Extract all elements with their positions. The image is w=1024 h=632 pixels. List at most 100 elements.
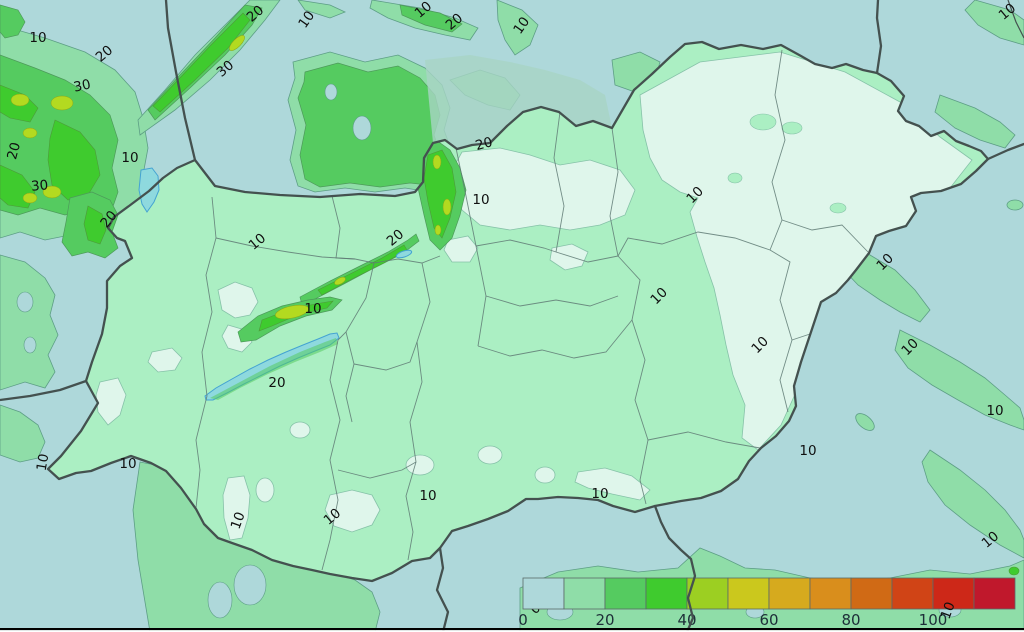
legend-tick-label: 0 xyxy=(518,611,528,629)
contour-label: 10 xyxy=(472,192,489,208)
contour-patch xyxy=(0,4,26,39)
neighbor-border xyxy=(875,0,883,75)
legend-band xyxy=(522,577,565,610)
contour-patch xyxy=(496,0,539,56)
contour-label: 10 xyxy=(29,30,46,46)
legend-tick-label: 20 xyxy=(595,611,614,629)
contour-patch xyxy=(152,12,251,113)
neighbor-border xyxy=(986,142,1024,161)
contour-patch xyxy=(855,413,875,431)
contour-patch xyxy=(443,235,479,263)
neighbor-border xyxy=(164,0,197,162)
neighbor-border xyxy=(0,379,88,402)
hungary-border xyxy=(46,40,990,583)
neighbor-border xyxy=(1007,0,1024,39)
contour-patch xyxy=(289,421,311,439)
hungary-interior-bands xyxy=(95,51,973,552)
contour-label: 20 xyxy=(268,375,285,391)
contour-patch xyxy=(324,83,338,101)
legend-band xyxy=(563,577,606,610)
contour-label: 10 xyxy=(938,600,959,622)
contour-patch xyxy=(233,564,267,606)
contour-label: 10 xyxy=(119,456,136,472)
contour-patch xyxy=(334,276,346,286)
contour-patch xyxy=(147,347,183,373)
contour-label: 20 xyxy=(4,141,24,162)
legend-band xyxy=(604,577,647,610)
contour-patch xyxy=(749,113,777,131)
precipitation-legend: 0 20 40 60 80 100 xyxy=(518,577,1016,629)
contour-label: 10 xyxy=(304,301,321,317)
contour-patch xyxy=(207,581,233,619)
contour-label: 10 xyxy=(121,150,138,166)
contour-patch xyxy=(275,304,309,320)
contour-patch xyxy=(442,198,452,216)
contour-patch xyxy=(255,477,275,503)
legend-tick-label: 80 xyxy=(841,611,860,629)
contour-label: 10 xyxy=(34,452,53,472)
legend-band xyxy=(973,577,1016,610)
legend-band xyxy=(645,577,688,610)
contour-patch xyxy=(1006,199,1024,211)
contour-patch xyxy=(549,243,589,271)
contour-patch xyxy=(22,127,38,139)
contour-label: 30 xyxy=(30,177,49,194)
contour-patch xyxy=(229,35,245,51)
contour-patch xyxy=(23,336,37,354)
contour-patch xyxy=(1008,566,1020,576)
legend-band xyxy=(727,577,770,610)
county-borders xyxy=(195,49,869,571)
contour-label: 20 xyxy=(474,134,495,154)
contour-patch xyxy=(50,95,74,111)
contour-patch xyxy=(297,0,347,19)
contour-patch xyxy=(781,121,803,135)
lakes xyxy=(138,167,413,401)
contour-patch xyxy=(934,94,1016,149)
contour-patch xyxy=(921,449,1024,559)
legend-band xyxy=(850,577,893,610)
contour-label: 10 xyxy=(986,403,1003,419)
contour-patch xyxy=(10,93,30,107)
contour-patch xyxy=(42,185,62,199)
legend-tick-label: 100 xyxy=(919,611,948,629)
contour-label: 10 xyxy=(799,443,816,459)
contour-label: 10 xyxy=(419,488,436,504)
contour-patch xyxy=(16,291,34,313)
legend-tick-label: 60 xyxy=(759,611,778,629)
neighbor-border xyxy=(653,504,697,632)
lake-velence xyxy=(395,249,413,259)
contour-patch xyxy=(423,149,457,239)
contour-patch xyxy=(727,172,743,184)
contour-patch xyxy=(829,202,847,214)
contour-patch xyxy=(477,445,503,465)
contour-patch xyxy=(399,4,463,33)
bottom-frame-line xyxy=(0,628,1024,631)
contour-patch xyxy=(352,115,372,141)
legend-band xyxy=(932,577,975,610)
contour-patch xyxy=(894,329,1024,431)
contour-patch xyxy=(0,254,59,391)
contour-patch xyxy=(83,205,107,245)
contour-patch xyxy=(534,466,556,484)
lake-balaton-contour-overlay xyxy=(210,338,338,400)
contour-patch xyxy=(405,454,435,476)
contour-label: 30 xyxy=(72,76,92,95)
legend-band xyxy=(891,577,934,610)
contour-patch xyxy=(217,281,259,319)
contour-patch xyxy=(22,192,38,204)
contour-patch xyxy=(434,224,442,236)
contour-patch xyxy=(222,475,251,541)
contour-patch xyxy=(432,154,442,170)
bottom-margin xyxy=(0,630,1024,632)
contour-patch xyxy=(0,404,46,463)
contour-patch xyxy=(574,467,651,501)
contour-label: 10 xyxy=(591,486,608,502)
contour-patch xyxy=(324,489,381,533)
legend-band xyxy=(768,577,811,610)
contour-patch xyxy=(425,55,612,149)
contour-label: 10 xyxy=(228,510,249,532)
legend-band xyxy=(809,577,852,610)
